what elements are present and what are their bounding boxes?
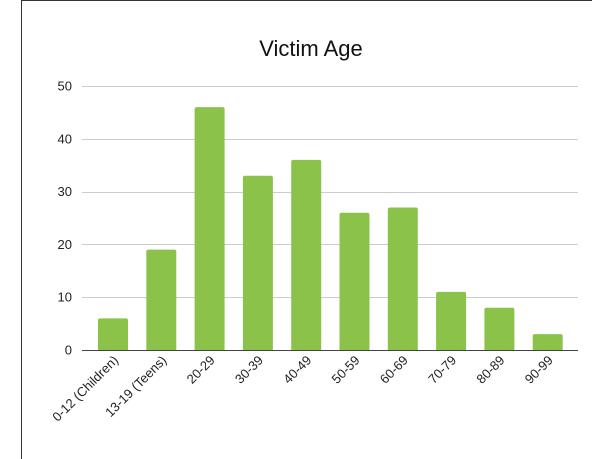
x-tick-label: 80-89 — [473, 353, 507, 387]
bar — [340, 213, 370, 350]
y-tick-label: 40 — [58, 131, 72, 146]
bar — [436, 292, 466, 350]
x-tick-label: 90-99 — [522, 353, 556, 387]
bar — [291, 160, 321, 350]
x-tick-label: 60-69 — [377, 353, 411, 387]
y-axis-tick-labels: 0 10 20 30 40 50 — [58, 79, 72, 358]
y-tick-label: 50 — [58, 79, 72, 94]
bars — [98, 107, 563, 350]
x-tick-label: 40-49 — [280, 353, 314, 387]
y-tick-label: 10 — [58, 290, 72, 305]
y-tick-label: 0 — [65, 343, 72, 358]
chart-title: Victim Age — [259, 36, 363, 61]
x-tick-label: 30-39 — [232, 353, 266, 387]
y-tick-label: 20 — [58, 237, 72, 252]
bar — [98, 318, 128, 350]
bar — [533, 334, 563, 350]
bar — [484, 308, 514, 350]
bar — [388, 207, 418, 350]
bar — [195, 107, 225, 350]
bar — [146, 250, 176, 350]
x-axis-tick-labels: 0-12 (Children)13-19 (Teens) 20-29 30-39 40… — [49, 353, 556, 425]
bar — [243, 176, 273, 350]
x-tick-label: 20-29 — [184, 353, 218, 387]
y-tick-label: 30 — [58, 184, 72, 199]
x-tick-label: 50-59 — [329, 353, 363, 387]
x-tick-label: 70-79 — [425, 353, 459, 387]
